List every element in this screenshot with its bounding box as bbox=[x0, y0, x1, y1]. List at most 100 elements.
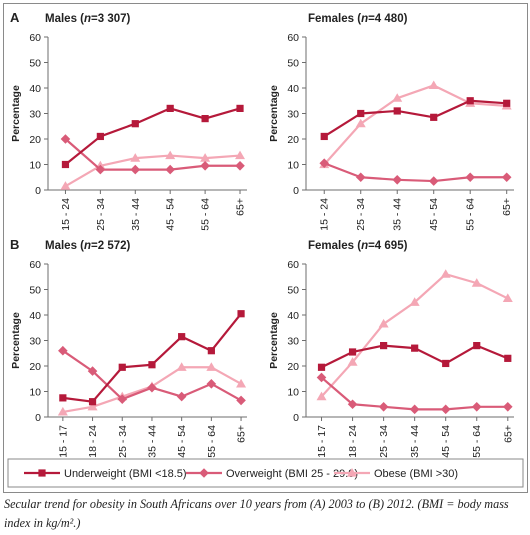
data-point-obese bbox=[130, 153, 141, 162]
data-point-overweight bbox=[58, 345, 68, 356]
panel-letter: B bbox=[10, 237, 19, 252]
data-point-underweight bbox=[166, 104, 174, 112]
data-point-underweight bbox=[61, 160, 70, 169]
y-tick-label: 10 bbox=[29, 386, 41, 398]
x-tick-label: 15 - 24 bbox=[60, 198, 72, 231]
data-point-overweight bbox=[347, 399, 358, 410]
x-tick-label: 15 - 24 bbox=[319, 198, 331, 231]
data-point-obese bbox=[392, 93, 403, 102]
series-line-overweight bbox=[323, 162, 507, 183]
data-point-overweight bbox=[501, 172, 512, 183]
data-point-underweight bbox=[236, 104, 244, 112]
data-point-underweight bbox=[131, 120, 139, 128]
data-point-underweight bbox=[411, 344, 419, 352]
chart-title: Males (n=3 307) bbox=[45, 13, 131, 25]
y-tick-label: 50 bbox=[29, 284, 41, 296]
y-tick-label: 0 bbox=[293, 412, 299, 424]
chart-panel-4: Females (n=4 695) 0 10 20 30 40 50 60 Percentage… bbox=[268, 240, 514, 458]
legend-marker-underweight bbox=[38, 469, 46, 477]
y-tick-label: 60 bbox=[29, 32, 41, 44]
series-line-overweight bbox=[62, 349, 242, 402]
y-tick-label: 10 bbox=[287, 159, 299, 171]
data-point-overweight bbox=[409, 404, 420, 415]
data-point-underweight bbox=[442, 359, 450, 368]
figure-caption: Secular trend for obesity in South Afric… bbox=[4, 497, 509, 530]
chart-panel-1: A Males (n=3 307) 0 10 20 30 40 50 60 Percentage 1… bbox=[10, 10, 247, 231]
y-tick-label: 60 bbox=[287, 32, 299, 44]
y-tick-label: 50 bbox=[29, 57, 41, 69]
figure-svg: A Males (n=3 307) 0 10 20 30 40 50 60 Percentage 1… bbox=[7, 10, 524, 488]
y-axis-label: Percentage bbox=[10, 85, 22, 142]
x-tick-label: 15 - 17 bbox=[316, 425, 328, 458]
data-point-underweight bbox=[96, 132, 104, 141]
x-tick-label: 15 - 17 bbox=[57, 425, 69, 458]
y-tick-label: 0 bbox=[35, 412, 41, 424]
data-point-underweight bbox=[317, 363, 326, 371]
series-line-obese bbox=[64, 154, 241, 188]
chart-panel-3: B Males (n=2 572) 0 10 20 30 40 50 60 Percentage 1… bbox=[10, 237, 248, 458]
data-point-obese bbox=[87, 401, 98, 411]
data-point-obese bbox=[235, 150, 246, 160]
y-tick-label: 40 bbox=[29, 310, 41, 322]
data-point-obese bbox=[236, 378, 247, 388]
y-tick-label: 30 bbox=[287, 108, 299, 120]
x-tick-label: 25 - 34 bbox=[355, 198, 367, 231]
data-point-obese bbox=[378, 318, 389, 328]
series-line-underweight bbox=[64, 107, 241, 166]
data-point-overweight bbox=[502, 402, 513, 412]
data-point-underweight bbox=[118, 363, 126, 371]
data-point-overweight bbox=[355, 172, 366, 183]
data-point-overweight bbox=[471, 402, 482, 412]
x-tick-label: 45 - 54 bbox=[428, 198, 440, 231]
data-point-underweight bbox=[88, 398, 97, 406]
x-tick-label: 35 - 44 bbox=[130, 198, 142, 231]
y-tick-label: 30 bbox=[29, 108, 41, 120]
data-point-underweight bbox=[237, 310, 245, 318]
x-tick-label: 65+ bbox=[501, 198, 513, 216]
data-point-underweight bbox=[348, 348, 357, 356]
data-point-obese bbox=[347, 357, 358, 366]
y-axis-label: Percentage bbox=[268, 85, 280, 142]
legend-marker-obese bbox=[347, 468, 357, 477]
data-point-underweight bbox=[466, 97, 474, 105]
data-point-underweight bbox=[148, 361, 156, 369]
y-tick-label: 40 bbox=[29, 83, 41, 95]
y-tick-label: 30 bbox=[287, 335, 299, 347]
y-tick-label: 40 bbox=[287, 310, 299, 322]
x-tick-label: 55 - 64 bbox=[465, 198, 477, 231]
data-point-obese bbox=[206, 362, 217, 371]
data-point-overweight bbox=[60, 134, 71, 144]
data-point-obese bbox=[440, 269, 451, 278]
chart-title: Males (n=2 572) bbox=[45, 240, 131, 252]
x-tick-label: 25 - 34 bbox=[378, 425, 390, 458]
x-tick-label: 18 - 24 bbox=[87, 425, 99, 458]
x-tick-label: 18 - 24 bbox=[347, 425, 359, 458]
data-point-overweight bbox=[147, 382, 157, 393]
data-point-obese bbox=[428, 80, 439, 90]
data-point-obese bbox=[355, 118, 366, 128]
data-point-obese bbox=[409, 297, 420, 306]
y-tick-label: 60 bbox=[287, 259, 299, 271]
data-point-overweight bbox=[378, 402, 389, 412]
y-tick-label: 60 bbox=[29, 259, 41, 271]
data-point-obese bbox=[316, 391, 327, 401]
y-tick-label: 20 bbox=[287, 134, 299, 146]
series-line-underweight bbox=[323, 99, 507, 138]
series-line-overweight bbox=[64, 138, 241, 171]
y-tick-label: 0 bbox=[35, 185, 41, 197]
data-point-underweight bbox=[503, 99, 511, 107]
y-tick-label: 30 bbox=[29, 335, 41, 347]
data-point-underweight bbox=[201, 115, 209, 123]
x-tick-label: 35 - 44 bbox=[409, 425, 421, 458]
data-point-underweight bbox=[178, 333, 186, 341]
figure-frame: A Males (n=3 307) 0 10 20 30 40 50 60 Percentage 1… bbox=[3, 3, 528, 493]
data-point-overweight bbox=[392, 175, 403, 185]
x-tick-label: 35 - 44 bbox=[146, 425, 158, 458]
data-point-underweight bbox=[430, 113, 438, 121]
x-tick-label: 25 - 34 bbox=[117, 425, 129, 458]
x-tick-label: 55 - 64 bbox=[206, 425, 218, 458]
y-tick-label: 20 bbox=[287, 361, 299, 373]
x-tick-label: 55 - 64 bbox=[471, 425, 483, 458]
data-point-overweight bbox=[236, 395, 246, 406]
data-point-obese bbox=[57, 406, 68, 416]
